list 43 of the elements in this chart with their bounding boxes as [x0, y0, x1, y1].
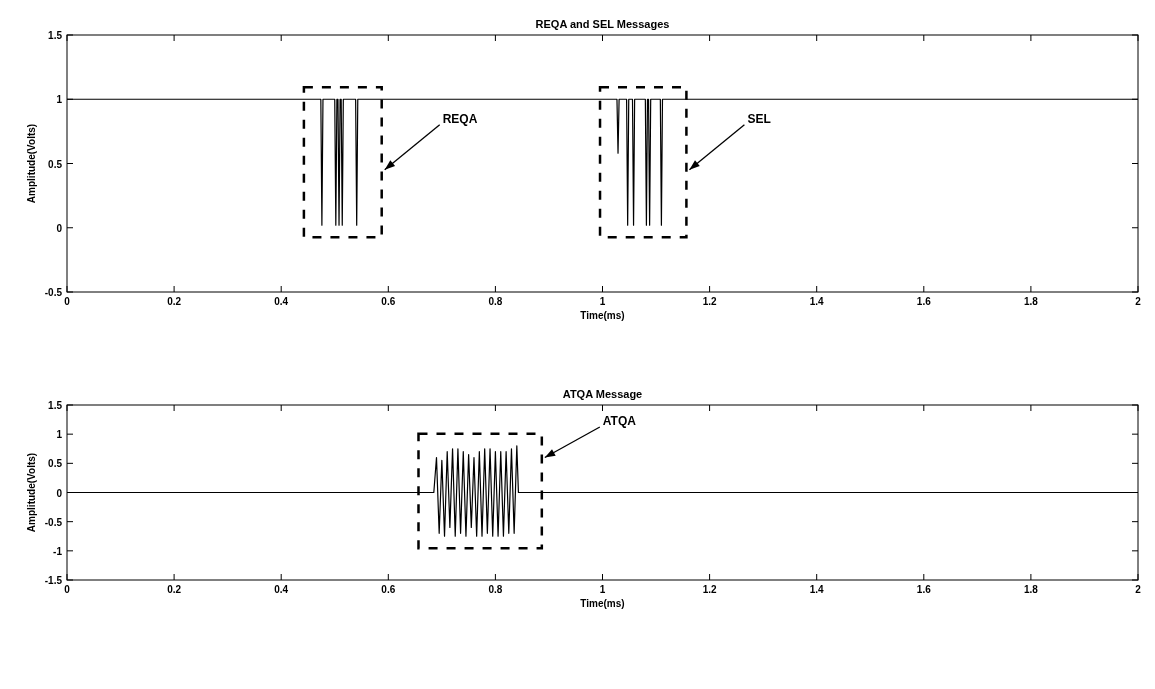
x-tick-label: 1.4: [809, 584, 825, 595]
x-tick-label: 1.6: [916, 584, 932, 595]
x-tick-label: 0.8: [488, 296, 503, 307]
x-tick-label: 1.2: [702, 296, 717, 307]
x-tick-label: 0: [64, 296, 71, 307]
x-tick-label: 0.6: [381, 584, 396, 595]
y-axis-title: Amplitude(Volts): [26, 123, 37, 204]
chart-title: ATQA Message: [562, 388, 643, 400]
chart-title: REQA and SEL Messages: [535, 18, 670, 30]
x-tick-label: 0.8: [488, 584, 503, 595]
y-tick-label: 1.5: [48, 400, 63, 411]
x-tick-label: 0.2: [167, 296, 182, 307]
x-tick-label: 1.8: [1023, 584, 1039, 595]
x-tick-label: 0.4: [274, 584, 289, 595]
x-tick-label: 0.6: [381, 296, 396, 307]
y-tick-label: 0.5: [48, 458, 63, 470]
x-tick-label: 1.8: [1023, 296, 1039, 307]
x-tick-label: 0.4: [274, 296, 289, 307]
x-tick-label: 0.2: [167, 584, 182, 595]
y-tick-label: 0: [56, 222, 63, 234]
x-axis-title: Time(ms): [580, 310, 625, 321]
y-tick-label: -1.5: [44, 575, 63, 586]
x-tick-label: 0: [64, 584, 71, 595]
x-tick-label: 2: [1135, 296, 1142, 307]
y-tick-label: -0.5: [44, 287, 63, 298]
x-tick-label: 1.2: [702, 584, 717, 595]
y-tick-label: 0.5: [48, 158, 63, 170]
x-axis-title: Time(ms): [580, 598, 625, 609]
y-axis-title: Amplitude(Volts): [26, 452, 37, 533]
y-tick-label: -0.5: [44, 516, 63, 528]
x-tick-label: 1: [599, 296, 606, 307]
x-tick-label: 1.6: [916, 296, 932, 307]
annotation: ATQA: [602, 414, 637, 428]
annotation: REQA: [442, 111, 478, 126]
y-tick-label: 1.5: [48, 30, 63, 41]
y-tick-label: 1: [56, 94, 63, 106]
y-tick-label: -1: [53, 545, 63, 557]
x-tick-label: 2: [1135, 584, 1142, 595]
x-tick-label: 1: [599, 584, 606, 595]
annotation: SEL: [747, 111, 771, 126]
y-tick-label: 1: [56, 429, 63, 441]
x-tick-label: 1.4: [809, 296, 825, 307]
y-tick-label: 0: [56, 487, 63, 499]
